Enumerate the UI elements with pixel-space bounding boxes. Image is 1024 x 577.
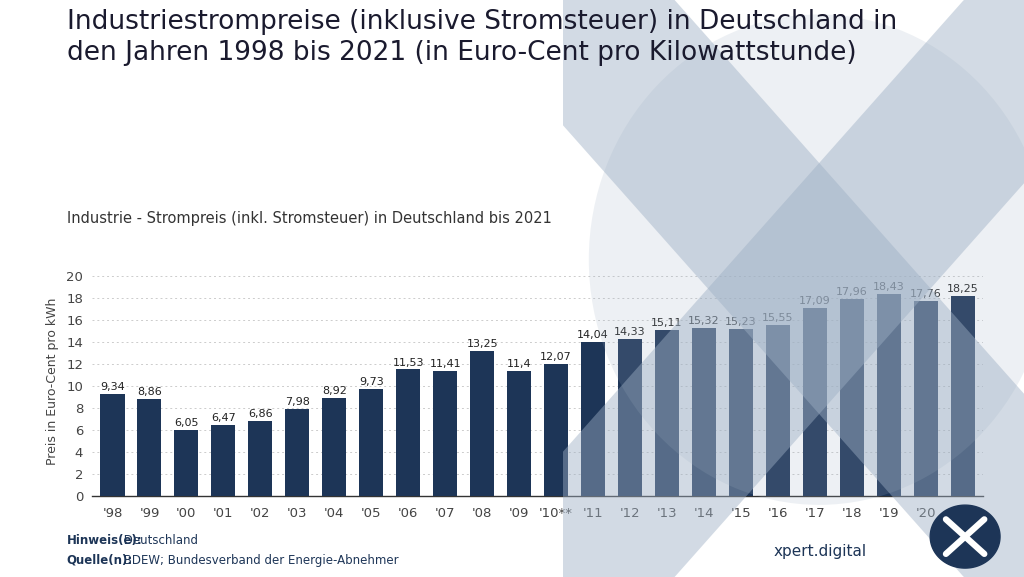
Polygon shape [930, 505, 1000, 568]
Bar [137, 399, 162, 496]
Bar [470, 351, 495, 496]
Bar [100, 394, 125, 496]
Text: 8,92: 8,92 [322, 386, 347, 396]
Bar [840, 299, 864, 496]
Text: Hinweis(e):: Hinweis(e): [67, 534, 142, 547]
Text: 8,86: 8,86 [137, 387, 162, 397]
Text: 9,34: 9,34 [100, 381, 125, 392]
Bar [286, 409, 309, 496]
Text: 17,76: 17,76 [910, 289, 942, 299]
Text: 13,25: 13,25 [466, 339, 498, 349]
Bar [803, 308, 826, 496]
Text: 9,73: 9,73 [358, 377, 384, 387]
Text: 17,09: 17,09 [799, 297, 830, 306]
Bar [249, 421, 272, 496]
Text: 14,33: 14,33 [614, 327, 646, 337]
Text: 18,25: 18,25 [947, 284, 979, 294]
Text: Quelle(n):: Quelle(n): [67, 554, 133, 567]
Text: 15,11: 15,11 [651, 318, 683, 328]
Y-axis label: Preis in Euro-Cent pro kWh: Preis in Euro-Cent pro kWh [46, 297, 59, 464]
Bar [950, 295, 975, 496]
Bar [507, 371, 531, 496]
Bar [692, 328, 716, 496]
Text: 15,32: 15,32 [688, 316, 720, 326]
Text: 15,55: 15,55 [762, 313, 794, 323]
Text: 6,86: 6,86 [248, 409, 272, 419]
Text: 18,43: 18,43 [872, 282, 904, 292]
Text: Industrie - Strompreis (inkl. Stromsteuer) in Deutschland bis 2021: Industrie - Strompreis (inkl. Stromsteue… [67, 211, 552, 226]
Bar [766, 325, 790, 496]
Bar [877, 294, 901, 496]
Ellipse shape [589, 14, 1024, 505]
Text: BDEW; Bundesverband der Energie-Abnehmer: BDEW; Bundesverband der Energie-Abnehmer [120, 554, 398, 567]
Bar [618, 339, 642, 496]
Bar [581, 342, 605, 496]
Text: 11,53: 11,53 [392, 358, 424, 368]
Bar [359, 389, 383, 496]
Text: 11,4: 11,4 [507, 359, 531, 369]
Text: Deutschland: Deutschland [120, 534, 198, 547]
Bar [913, 301, 938, 496]
Text: xpert.digital: xpert.digital [773, 544, 866, 559]
Text: 17,96: 17,96 [836, 287, 867, 297]
Bar [211, 425, 236, 496]
Bar [729, 329, 753, 496]
Text: 11,41: 11,41 [429, 359, 461, 369]
Text: 15,23: 15,23 [725, 317, 757, 327]
Bar [544, 364, 568, 496]
Text: 14,04: 14,04 [578, 330, 609, 340]
Text: 6,05: 6,05 [174, 418, 199, 428]
Text: 6,47: 6,47 [211, 413, 236, 423]
Bar [396, 369, 420, 496]
Bar [655, 330, 679, 496]
Bar [174, 430, 199, 496]
Bar [323, 398, 346, 496]
Text: 12,07: 12,07 [541, 351, 572, 362]
Bar [433, 371, 457, 496]
Text: 7,98: 7,98 [285, 396, 309, 407]
Text: Industriestrompreise (inklusive Stromsteuer) in Deutschland in
den Jahren 1998 b: Industriestrompreise (inklusive Stromste… [67, 9, 897, 66]
